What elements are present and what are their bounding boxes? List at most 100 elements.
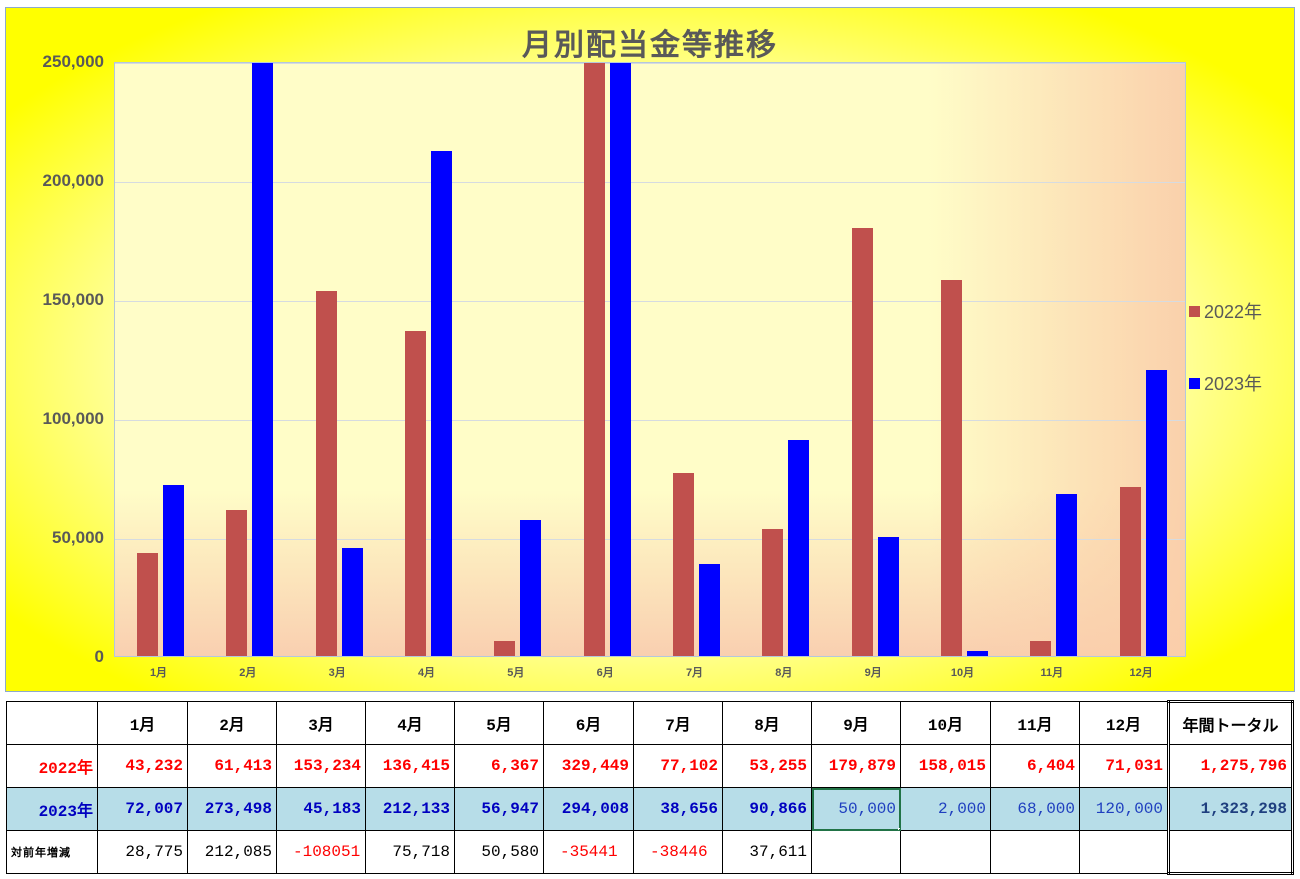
header-annual-total[interactable]: 年間トータル bbox=[1167, 700, 1294, 745]
bar-2022-2[interactable] bbox=[226, 509, 248, 656]
table-cell[interactable]: 179,879 bbox=[811, 744, 901, 788]
x-tick-label: 1月 bbox=[149, 667, 168, 679]
gridline bbox=[115, 63, 1185, 64]
table-cell[interactable]: 45,183 bbox=[276, 787, 366, 831]
table-cell[interactable] bbox=[990, 830, 1080, 874]
row-label[interactable]: 2022年 bbox=[6, 744, 98, 788]
y-tick-label: 200,000 bbox=[42, 171, 104, 190]
table-cell[interactable]: 273,498 bbox=[187, 787, 277, 831]
table-cell[interactable] bbox=[1079, 830, 1169, 874]
bar-2023-6[interactable] bbox=[609, 63, 631, 656]
header-month[interactable]: 6月 bbox=[543, 701, 634, 745]
header-month[interactable]: 1月 bbox=[97, 701, 188, 745]
bar-2023-10[interactable] bbox=[967, 651, 988, 656]
bar-2022-7[interactable] bbox=[673, 472, 694, 656]
table-cell[interactable]: 43,232 bbox=[97, 744, 188, 788]
header-month[interactable]: 12月 bbox=[1079, 701, 1169, 745]
gridline bbox=[115, 301, 1185, 302]
bar-2023-7[interactable] bbox=[699, 564, 720, 656]
table-cell[interactable]: 136,415 bbox=[365, 744, 455, 788]
selected-cell[interactable]: 50,000 bbox=[811, 787, 901, 831]
bar-2023-12[interactable] bbox=[1145, 370, 1167, 656]
x-tick-label: 4月 bbox=[417, 667, 436, 679]
row-label[interactable]: 対前年増減 bbox=[6, 830, 98, 874]
bar-2023-9[interactable] bbox=[877, 537, 899, 656]
bar-2023-2[interactable] bbox=[252, 63, 274, 656]
bar-2022-10[interactable] bbox=[941, 279, 962, 656]
header-month[interactable]: 4月 bbox=[365, 701, 455, 745]
table-cell[interactable]: 75,718 bbox=[365, 830, 455, 874]
gridline bbox=[115, 420, 1185, 421]
bar-2023-5[interactable] bbox=[520, 520, 542, 656]
y-tick-label: 100,000 bbox=[42, 409, 104, 428]
corner-cell[interactable] bbox=[6, 701, 98, 745]
bar-2023-1[interactable] bbox=[163, 484, 184, 656]
y-tick-label: 250,000 bbox=[42, 52, 104, 71]
fill-handle[interactable] bbox=[898, 828, 900, 830]
bar-2023-11[interactable] bbox=[1056, 494, 1078, 656]
bar-2023-3[interactable] bbox=[341, 548, 363, 656]
table-cell[interactable]: 50,580 bbox=[454, 830, 544, 874]
header-month[interactable]: 3月 bbox=[276, 701, 366, 745]
table-cell[interactable]: -35441 bbox=[543, 830, 634, 874]
table-cell[interactable]: 38,656 bbox=[633, 787, 723, 831]
table-cell[interactable]: -38446 bbox=[633, 830, 723, 874]
table-cell[interactable]: 6,404 bbox=[990, 744, 1080, 788]
table-cell[interactable]: 53,255 bbox=[722, 744, 812, 788]
header-month[interactable]: 7月 bbox=[633, 701, 723, 745]
table-cell[interactable]: 2,000 bbox=[900, 787, 991, 831]
table-row-2023: 2023年 72,007 273,498 45,183 212,133 56,947 294… bbox=[6, 787, 1294, 831]
bar-2022-1[interactable] bbox=[137, 553, 158, 656]
annual-total-cell[interactable]: 1,323,298 bbox=[1167, 787, 1294, 831]
bar-2022-9[interactable] bbox=[851, 227, 873, 656]
header-month[interactable]: 9月 bbox=[811, 701, 901, 745]
bar-2022-6[interactable] bbox=[583, 63, 605, 656]
table-cell[interactable]: 212,133 bbox=[365, 787, 455, 831]
plot-area[interactable] bbox=[114, 62, 1186, 657]
bar-2022-5[interactable] bbox=[494, 640, 516, 656]
table-cell[interactable]: 71,031 bbox=[1079, 744, 1169, 788]
header-month[interactable]: 11月 bbox=[990, 701, 1080, 745]
table-cell[interactable]: 68,000 bbox=[990, 787, 1080, 831]
table-cell[interactable]: -108051 bbox=[276, 830, 366, 874]
table-row-yoy-diff: 対前年増減 28,775 212,085 -108051 75,718 50,580 -35… bbox=[6, 830, 1294, 875]
legend-item-2023[interactable]: 2023年 bbox=[1189, 373, 1262, 394]
bar-2022-4[interactable] bbox=[405, 331, 426, 656]
header-month[interactable]: 5月 bbox=[454, 701, 544, 745]
table-cell[interactable]: 212,085 bbox=[187, 830, 277, 874]
legend[interactable]: 2022年 2023年 bbox=[1189, 301, 1262, 445]
table-cell[interactable]: 37,611 bbox=[722, 830, 812, 874]
bar-2023-4[interactable] bbox=[431, 151, 452, 656]
table-cell[interactable]: 120,000 bbox=[1079, 787, 1169, 831]
header-month[interactable]: 10月 bbox=[900, 701, 991, 745]
table-cell[interactable]: 72,007 bbox=[97, 787, 188, 831]
chart-area[interactable]: 月別配当金等推移 0 50,000 100,000 150,000 200,000 250… bbox=[5, 7, 1295, 692]
bar-2022-8[interactable] bbox=[762, 529, 784, 656]
table-cell[interactable]: 329,449 bbox=[543, 744, 634, 788]
table-cell[interactable] bbox=[900, 830, 991, 874]
table-cell[interactable]: 77,102 bbox=[633, 744, 723, 788]
annual-total-cell[interactable] bbox=[1167, 830, 1294, 875]
table-cell[interactable]: 6,367 bbox=[454, 744, 544, 788]
table-cell[interactable]: 90,866 bbox=[722, 787, 812, 831]
table-cell[interactable]: 56,947 bbox=[454, 787, 544, 831]
header-month[interactable]: 8月 bbox=[722, 701, 812, 745]
table-cell[interactable]: 28,775 bbox=[97, 830, 188, 874]
bar-2022-12[interactable] bbox=[1119, 486, 1141, 656]
x-tick-label: 12月 bbox=[1129, 667, 1153, 679]
legend-item-2022[interactable]: 2022年 bbox=[1189, 301, 1262, 322]
x-tick-label: 8月 bbox=[775, 667, 793, 679]
gridline bbox=[115, 539, 1185, 540]
bar-2023-8[interactable] bbox=[788, 439, 810, 656]
annual-total-cell[interactable]: 1,275,796 bbox=[1167, 744, 1294, 788]
table-cell[interactable]: 158,015 bbox=[900, 744, 991, 788]
table-cell[interactable]: 153,234 bbox=[276, 744, 366, 788]
bar-2022-11[interactable] bbox=[1030, 640, 1052, 656]
x-tick-label: 5月 bbox=[507, 667, 525, 679]
row-label[interactable]: 2023年 bbox=[6, 787, 98, 831]
bar-2022-3[interactable] bbox=[315, 291, 337, 656]
table-cell[interactable]: 294,008 bbox=[543, 787, 634, 831]
header-month[interactable]: 2月 bbox=[187, 701, 277, 745]
table-cell[interactable] bbox=[811, 830, 901, 874]
table-cell[interactable]: 61,413 bbox=[187, 744, 277, 788]
